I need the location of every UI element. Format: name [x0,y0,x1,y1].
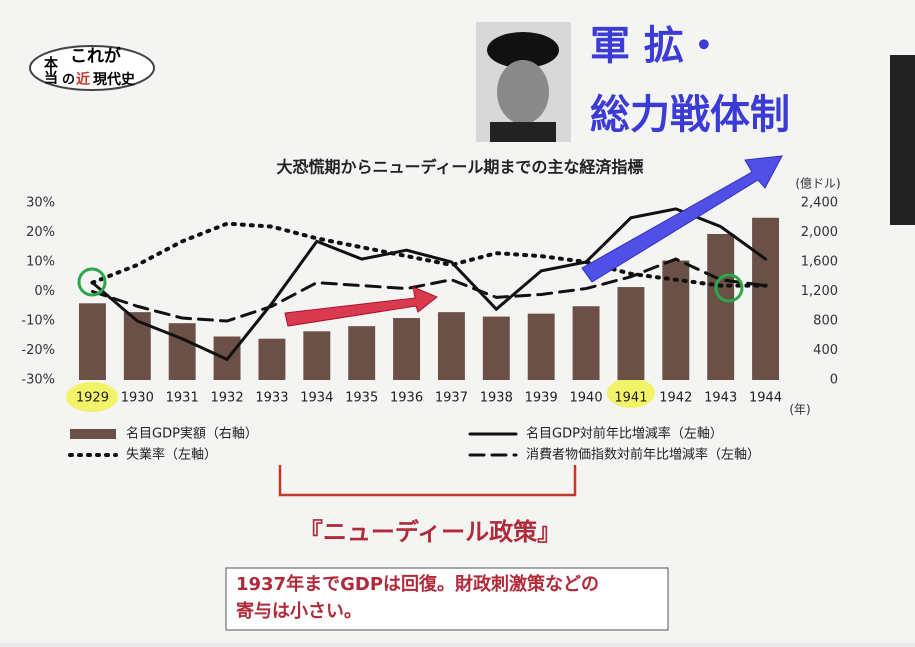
logo-badge [29,45,155,91]
x-tick-label: 1931 [166,391,199,406]
blue-arrow [581,155,783,283]
policy-bracket [278,465,577,497]
y2-unit: (億ドル) [795,177,840,191]
x-tick-label: 1940 [570,391,603,406]
note-box [225,567,669,631]
y2-tick-label: 1,200 [801,284,838,299]
x-tick-label: 1936 [390,391,423,406]
line [90,207,768,362]
year-highlight [607,378,655,408]
plot: -30% -20% -10% 0% 10% 20% 30% 0 400 800 1,200 1,600… [21,196,838,463]
bar [752,217,780,380]
side-panel [890,55,915,225]
note-text: 寄与は小さい。 [236,600,362,622]
y-tick-label: 10% [26,255,55,270]
x-tick-label: 1932 [211,391,244,406]
coat [490,122,556,142]
legend-swatch [70,429,116,439]
hat [487,32,559,68]
bar [258,338,286,380]
x-tick-label: 1929 [76,391,109,406]
bar [303,331,331,380]
x-tick-label: 1942 [659,391,692,406]
y2-tick-label: 2,000 [801,225,838,240]
highlight-circle [714,273,744,303]
y-tick-label: 0% [34,284,55,299]
highlight-circle [77,267,107,297]
bar [78,303,106,380]
x-tick-label: 1935 [345,391,378,406]
heading: 軍 拡・ [590,23,724,69]
legend-label: 消費者物価指数対前年比増減率（左軸） [526,447,760,463]
x-tick-label: 1930 [121,391,154,406]
bar [707,233,735,380]
logo: 本当 これが の 近 現代史 [29,45,155,91]
x-tick-label: 1934 [300,391,333,406]
red-arrow [284,286,438,327]
logo-text: これが [70,46,121,67]
x-unit: (年) [789,403,810,417]
x-tick-label: 1944 [749,391,782,406]
policy-label: 『ニューディール政策』 [299,518,561,546]
bar [168,323,196,380]
y-tick-label: -30% [21,373,55,388]
y2-tick-label: 800 [813,314,838,329]
bar [437,312,465,380]
line [90,257,768,323]
logo-text: 本当 [42,55,58,85]
x-tick-label: 1938 [480,391,513,406]
bar [572,306,600,380]
y-tick-label: 30% [26,196,55,211]
x-tick-label: 1933 [255,391,288,406]
heading: 総力戦体制 [590,92,790,138]
y-tick-label: -10% [21,314,55,329]
logo-text: 現代史 [93,71,136,88]
bar [393,318,421,380]
bar [527,313,555,380]
y2-tick-label: 2,400 [801,196,838,211]
logo-text: 近 [76,71,90,88]
note-text: 1937年までGDPは回復。財政刺激策などの [236,573,599,595]
year-highlight [66,382,118,412]
portrait [476,22,571,142]
bar [482,316,510,380]
x-tick-label: 1939 [525,391,558,406]
face [497,60,549,124]
bar [617,287,645,380]
line [90,221,768,288]
y-tick-label: -20% [21,343,55,358]
chart-title: 大恐慌期からニューディール期までの主な経済指標 [277,158,644,177]
legend-label: 失業率（左軸） [126,447,217,463]
y2-tick-label: 0 [830,373,838,388]
x-tick-label: 1937 [435,391,468,406]
y-tick-label: 20% [26,225,55,240]
legend-label: 名目GDP実額（右軸） [126,426,258,442]
x-tick-label: 1943 [704,391,737,406]
logo-text: の [62,73,75,88]
y2-tick-label: 1,600 [801,255,838,270]
y2-tick-label: 400 [813,343,838,358]
legend-label: 名目GDP対前年比増減率（左軸） [526,426,723,442]
x-tick-label: 1941 [614,391,647,406]
bar [348,326,376,380]
